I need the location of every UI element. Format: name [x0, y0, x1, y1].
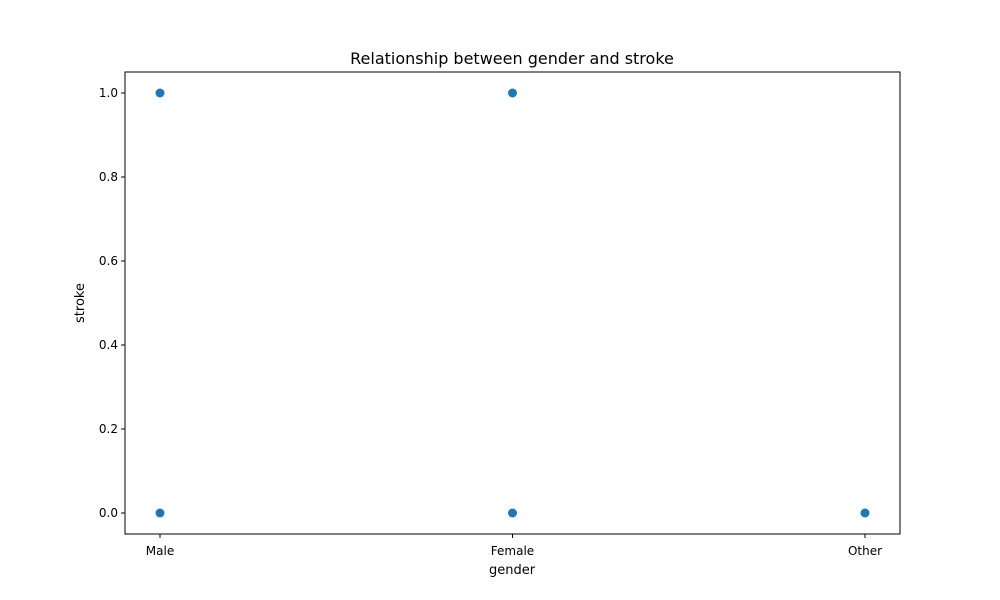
data-point — [155, 88, 165, 98]
plot-area — [124, 71, 901, 535]
x-tick-label: Female — [491, 544, 534, 558]
y-tick-label: 1.0 — [99, 86, 118, 100]
y-tick-label: 0.6 — [99, 254, 118, 268]
y-tick-label: 0.2 — [99, 422, 118, 436]
x-axis-label: gender — [489, 563, 536, 578]
x-tick-label: Male — [146, 544, 174, 558]
y-axis: 0.0 0.2 0.4 0.6 0.8 1.0 — [99, 86, 125, 520]
data-points — [155, 88, 870, 518]
y-tick-label: 0.8 — [99, 170, 118, 184]
y-axis-label: stroke — [73, 283, 88, 323]
y-tick-label: 0.0 — [99, 506, 118, 520]
data-point — [155, 508, 165, 518]
chart-title: Relationship between gender and stroke — [350, 49, 674, 68]
y-tick-label: 0.4 — [99, 338, 118, 352]
x-tick-label: Other — [848, 544, 882, 558]
data-point — [508, 508, 517, 518]
data-point — [508, 88, 517, 98]
x-axis: Male Female Other — [146, 534, 882, 558]
data-point — [860, 508, 870, 518]
